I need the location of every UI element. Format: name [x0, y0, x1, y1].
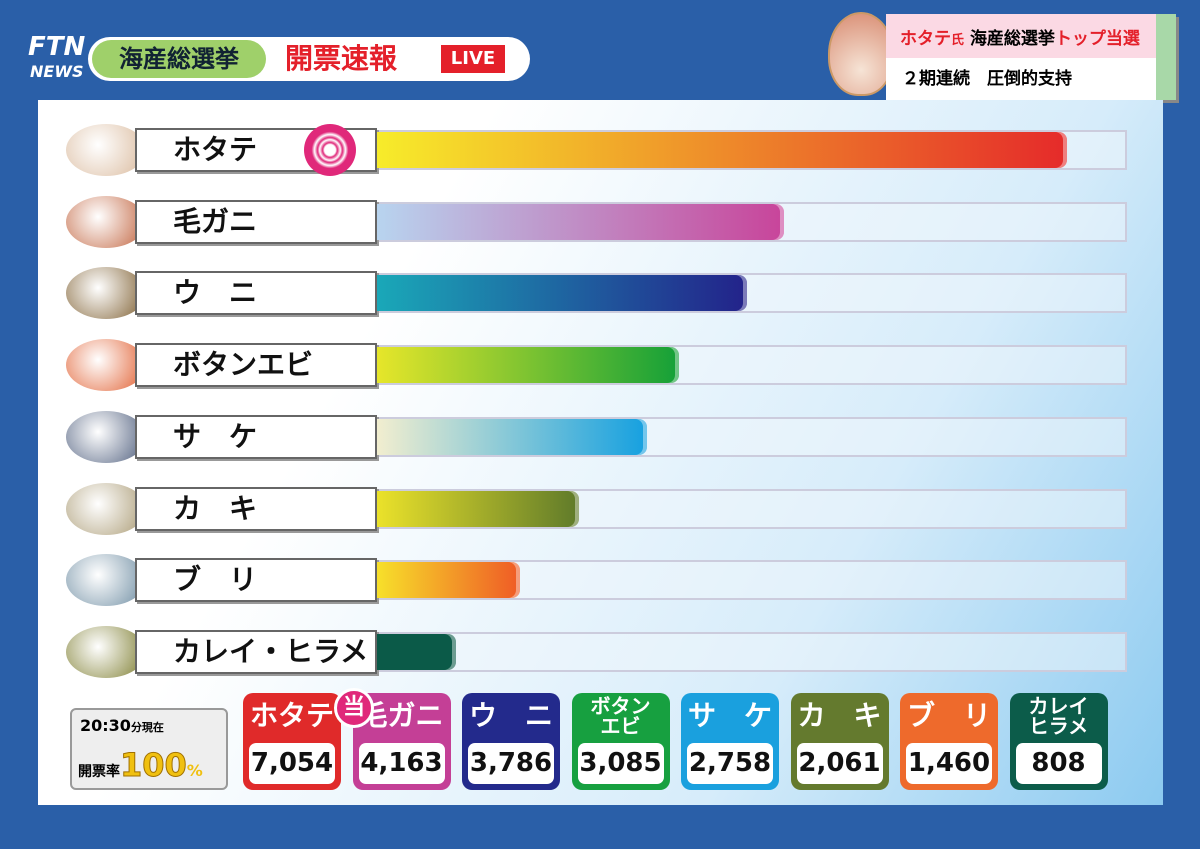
result-name: ウ ニ — [468, 699, 553, 732]
turnout-unit: % — [186, 761, 203, 780]
banner: ホタテ氏 海産総選挙トップ当選 ２期連続 圧倒的支持 — [886, 14, 1176, 100]
result-name: ボタン エビ — [590, 694, 651, 738]
result-name: カ キ — [797, 699, 882, 732]
bar — [377, 490, 579, 527]
banner-honorific: 氏 — [951, 33, 965, 48]
food-icon — [66, 267, 146, 320]
category-label: ボタンエビ — [135, 343, 377, 388]
result-box: ホタテ 7,054 — [243, 693, 341, 790]
bar — [377, 418, 647, 455]
food-icon — [66, 410, 146, 463]
result-box: 毛ガニ 4,163 — [352, 693, 451, 790]
food-icon — [66, 124, 146, 176]
result-value: 1,460 — [906, 743, 992, 784]
result-name: サ ケ — [687, 699, 772, 732]
result-value: 2,758 — [687, 743, 773, 784]
result-box: ボタン エビ 3,085 — [571, 693, 670, 790]
result-box: カ キ 2,061 — [790, 693, 889, 790]
result-name: カレイ ヒラメ — [1028, 694, 1089, 738]
category-label: 毛ガニ — [135, 199, 377, 244]
rose — [304, 124, 356, 176]
banner-name: ホタテ — [900, 29, 951, 49]
winner-stamp: 当 — [334, 688, 374, 728]
result-box: カレイ ヒラメ 808 — [1009, 693, 1108, 790]
category-label: サ ケ — [135, 414, 377, 459]
headline: 開票速報 — [285, 42, 398, 75]
track — [377, 631, 1127, 672]
category-label: ブ リ — [135, 558, 377, 603]
result-value: 4,163 — [358, 743, 445, 784]
bar — [377, 275, 748, 312]
turnout-label: 開票率 — [78, 764, 120, 780]
result-box: ウ ニ 3,786 — [462, 693, 560, 790]
banner-event: 海産総選挙 — [969, 29, 1055, 49]
category-label: カ キ — [135, 486, 377, 531]
bar — [377, 132, 1067, 168]
logo-bottom: NEWS — [30, 62, 84, 81]
banner-line2: ２期連続 圧倒的支持 — [902, 69, 1072, 89]
food-icon — [66, 625, 146, 678]
category-label: ウ ニ — [135, 271, 377, 316]
result-name: ブ リ — [906, 699, 991, 732]
time-suffix: 分現在 — [130, 721, 164, 734]
bar — [377, 633, 457, 670]
category-label: カレイ・ヒラメ — [135, 629, 377, 674]
result-value: 3,085 — [577, 743, 664, 784]
bar — [377, 562, 520, 599]
program: 海産総選挙 — [92, 40, 266, 78]
food-icon — [66, 339, 146, 392]
food-icon — [66, 195, 146, 248]
time: 20:30 — [80, 716, 131, 735]
scallop-icon — [828, 12, 894, 96]
banner-result: トップ当選 — [1054, 29, 1140, 49]
result-value: 808 — [1015, 743, 1102, 784]
result-value: 2,061 — [796, 743, 883, 784]
result-value: 7,054 — [249, 743, 335, 784]
logo-top: FTN — [28, 32, 86, 62]
food-icon — [66, 554, 146, 607]
live-badge: LIVE — [441, 45, 505, 73]
result-box: ブ リ 1,460 — [900, 693, 998, 790]
turnout: 100 — [120, 746, 188, 785]
bar — [377, 347, 679, 384]
status-box: 20:30分現在 開票率100% — [70, 708, 228, 790]
food-icon — [66, 482, 146, 535]
result-value: 3,786 — [468, 743, 554, 784]
bar — [377, 203, 785, 240]
result-box: サ ケ 2,758 — [681, 693, 779, 790]
result-name: ホタテ — [249, 699, 334, 732]
